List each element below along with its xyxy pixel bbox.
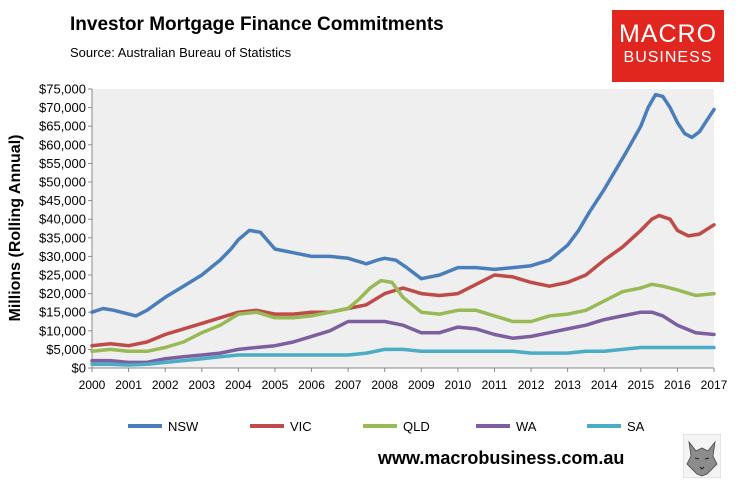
x-tick-label: 2010 xyxy=(445,378,472,392)
x-tick-label: 2003 xyxy=(188,378,215,392)
legend-label-nsw: NSW xyxy=(168,419,199,434)
series-line-vic xyxy=(90,213,716,348)
x-tick-label: 2009 xyxy=(408,378,435,392)
series-line-nsw xyxy=(90,92,716,318)
x-tick-label: 2006 xyxy=(298,378,325,392)
series-line-qld xyxy=(90,278,716,354)
y-tick-label: $20,000 xyxy=(39,286,86,301)
y-tick-label: $60,000 xyxy=(39,137,86,152)
x-tick-label: 2007 xyxy=(335,378,362,392)
y-tick-label: $30,000 xyxy=(39,249,86,264)
y-tick-label: $50,000 xyxy=(39,175,86,190)
y-tick-label: $0 xyxy=(72,361,86,376)
axes: $0 $5,000 $10,000 $15,000 $20,000 $25,000 $30,… xyxy=(39,82,728,393)
y-tick-label: $5,000 xyxy=(46,342,86,357)
wolf-logo xyxy=(683,434,721,478)
y-tick-label: $10,000 xyxy=(39,323,86,338)
x-tick-label: 2012 xyxy=(518,378,545,392)
x-tick-label: 2014 xyxy=(591,378,618,392)
series-line-sa xyxy=(90,345,716,367)
chart-subtitle: Source: Australian Bureau of Statistics xyxy=(70,45,292,60)
x-tick-label: 2011 xyxy=(482,378,508,392)
legend-label-qld: QLD xyxy=(403,419,430,434)
x-tick-label: 2015 xyxy=(627,378,654,392)
legend: NSW VIC QLD WA SA xyxy=(128,419,645,434)
y-tick-label: $55,000 xyxy=(39,156,86,171)
y-tick-label: $15,000 xyxy=(39,305,86,320)
x-tick-label: 2017 xyxy=(701,378,728,392)
series-line-wa xyxy=(90,310,716,365)
x-tick-label: 2001 xyxy=(115,378,142,392)
y-tick-label: $70,000 xyxy=(39,100,86,115)
website-url: www.macrobusiness.com.au xyxy=(378,448,625,468)
legend-label-sa: SA xyxy=(627,419,645,434)
y-axis-label: Millions (Rolling Annual) xyxy=(7,135,24,322)
x-tick-label: 2008 xyxy=(371,378,398,392)
logo-line-2: BUSINESS xyxy=(623,49,713,66)
y-tick-label: $40,000 xyxy=(39,212,86,227)
series-lines xyxy=(90,92,716,367)
y-tick-label: $45,000 xyxy=(39,193,86,208)
macrobusiness-logo: MACRO BUSINESS xyxy=(612,10,724,82)
x-tick-label: 2002 xyxy=(152,378,179,392)
plot-area xyxy=(92,89,714,368)
y-tick-label: $25,000 xyxy=(39,268,86,283)
chart-title: Investor Mortgage Finance Commitments xyxy=(70,14,444,35)
logo-line-1: MACRO xyxy=(618,20,718,48)
y-tick-label: $35,000 xyxy=(39,230,86,245)
x-tick-label: 2013 xyxy=(554,378,581,392)
x-tick-label: 2016 xyxy=(664,378,691,392)
x-tick-label: 2005 xyxy=(262,378,289,392)
legend-label-wa: WA xyxy=(516,419,537,434)
y-tick-label: $65,000 xyxy=(39,119,86,134)
legend-label-vic: VIC xyxy=(290,419,312,434)
y-tick-label: $75,000 xyxy=(39,82,86,97)
x-tick-label: 2004 xyxy=(225,378,252,392)
x-tick-label: 2000 xyxy=(79,378,106,392)
